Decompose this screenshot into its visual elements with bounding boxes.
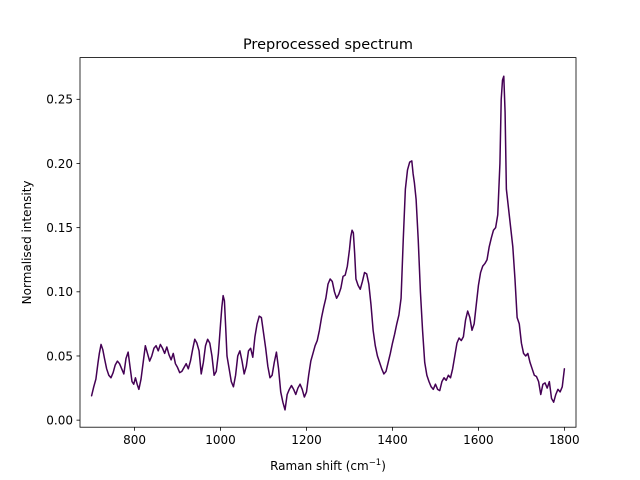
x-tick-label: 800 [123,433,146,447]
y-tick-label: 0.00 [46,413,73,427]
x-axis: 800 1000 1200 1400 1600 1800 [123,427,580,447]
x-tick-label: 1000 [205,433,236,447]
x-tick-label: 1800 [549,433,580,447]
chart-title: Preprocessed spectrum [243,37,413,53]
x-axis-label: Raman shift (cm−1) [270,458,386,473]
series-line [90,75,566,411]
y-tick-label: 0.10 [46,285,73,299]
y-tick-label: 0.05 [46,349,73,363]
y-tick-label: 0.15 [46,221,73,235]
x-tick-label: 1200 [291,433,322,447]
x-axis-label-main: Raman shift (cm [270,459,369,473]
y-axis: 0.00 0.05 0.10 0.15 0.20 0.25 [46,93,80,427]
y-axis-label: Normalised intensity [20,180,34,304]
x-tick-label: 1600 [463,433,494,447]
y-tick-label: 0.20 [46,157,73,171]
x-axis-label-suffix: ) [381,459,386,473]
y-tick-label: 0.25 [46,93,73,107]
plot-area [90,75,566,411]
axes-frame [79,57,577,428]
x-tick-label: 1400 [377,433,408,447]
x-axis-label-superscript: −1 [369,458,382,468]
